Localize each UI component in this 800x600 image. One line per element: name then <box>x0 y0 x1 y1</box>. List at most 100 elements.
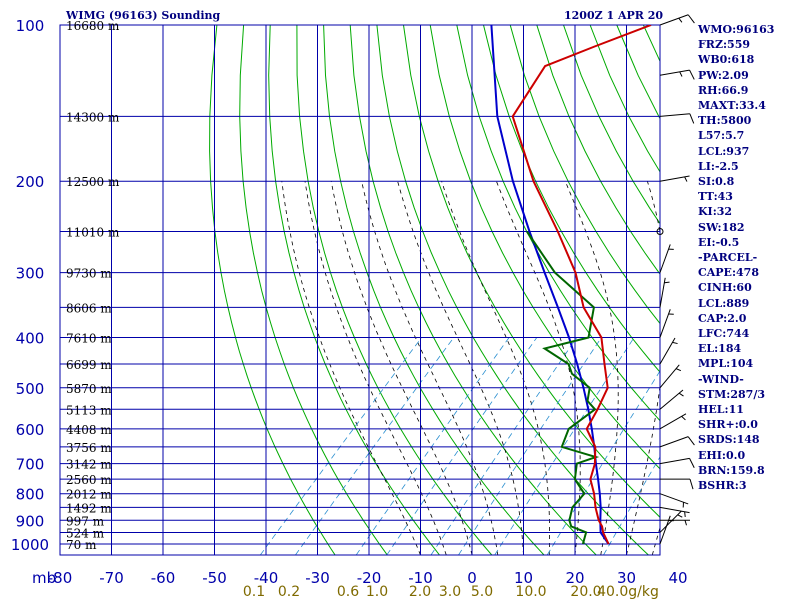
mixing-ratio-label: 0.1 <box>243 584 265 600</box>
index-item: -WIND- <box>698 372 744 386</box>
moist-adiabats <box>281 181 660 555</box>
index-item: LCL:889 <box>698 296 750 310</box>
pressure-tick-label: 100 <box>16 17 45 35</box>
wind-barb <box>659 457 695 468</box>
height-label: 7610 m <box>66 331 112 345</box>
dry-adiabat <box>509 25 660 325</box>
mixing-ratio-label: 10.0 <box>515 584 546 600</box>
dry-adiabat <box>239 25 388 555</box>
index-item: SHR+:0.0 <box>698 418 758 432</box>
parcel-trace <box>490 25 610 545</box>
barb-half-flag <box>684 511 686 517</box>
dry-adiabat <box>268 25 440 555</box>
pressure-tick-label: 500 <box>16 380 45 398</box>
index-item: BSHR:3 <box>698 479 747 493</box>
height-label: 12500 m <box>66 175 120 189</box>
mixing-ratio-label: 0.6 <box>337 584 359 600</box>
mixing-ratio-label: 2.0 <box>409 584 431 600</box>
indices-panel: WMO:96163 FRZ:559 WB0:618 PW:2.09 RH:66.9 MAX… <box>698 22 798 493</box>
station-title: WIMG (96163) Sounding <box>66 9 221 22</box>
dry-adiabat <box>429 25 660 470</box>
dry-adiabat <box>483 25 660 373</box>
mixing-ratio-lines <box>259 337 660 555</box>
wind-barb <box>659 244 674 273</box>
dry-adiabat <box>209 25 336 555</box>
height-label: 2012 m <box>66 488 112 502</box>
index-item: SW:182 <box>698 220 745 234</box>
wind-barb <box>659 389 684 410</box>
mixing-ratio-label: 1.0 <box>366 584 388 600</box>
wind-barb <box>659 309 674 338</box>
index-item: STM:287/3 <box>698 387 765 401</box>
barb-flag <box>689 479 694 490</box>
pressure-tick-label: 400 <box>16 329 45 347</box>
mixing-ratio-line <box>386 337 538 555</box>
index-item: LCL:937 <box>698 144 750 158</box>
mixing-ratio-label: 40.0g/kg <box>597 584 659 600</box>
temperature-tick-label: -20 <box>357 569 382 587</box>
temperature-tick-label: -60 <box>151 569 176 587</box>
barb-flag <box>689 69 695 80</box>
mixing-ratio-line <box>458 337 602 555</box>
barb-half-flag <box>675 368 682 372</box>
index-item: FRZ:559 <box>698 38 751 52</box>
barb-half-flag <box>677 514 683 518</box>
pressure-tick-label: 600 <box>16 421 45 439</box>
mixing-ratio-label: 20.0 <box>570 584 601 600</box>
temperature-tick-label: -80 <box>48 569 73 587</box>
moist-adiabat <box>330 181 473 555</box>
index-item: RH:66.9 <box>698 83 749 97</box>
plot-frame <box>59 24 661 556</box>
index-item: MPL:104 <box>698 357 754 371</box>
height-label: 1492 m <box>66 501 112 515</box>
wind-barb <box>659 364 682 389</box>
pressure-tick-label: 200 <box>16 173 45 191</box>
wind-barb <box>659 506 690 517</box>
dry-adiabat <box>403 25 660 518</box>
height-label: 3142 m <box>66 458 112 472</box>
index-item: SRDS:148 <box>698 433 760 447</box>
calm-marker <box>656 228 664 236</box>
wind-barb <box>659 69 695 80</box>
temperature-tick-label: 30 <box>617 569 636 587</box>
index-item: SI:0.8 <box>698 175 735 189</box>
dewpoint-trace <box>526 230 600 545</box>
wind-barb <box>659 413 687 430</box>
moist-adiabat <box>626 181 660 555</box>
height-label: 997 m <box>66 514 105 528</box>
dry-adiabats <box>209 25 660 555</box>
index-item: BRN:159.8 <box>698 463 765 477</box>
mixing-ratio-label: 3.0 <box>439 584 461 600</box>
barb-staff <box>659 436 689 448</box>
wind-barb <box>660 478 694 490</box>
moist-adiabat <box>281 181 421 555</box>
height-label: 3756 m <box>66 441 112 455</box>
pressure-tick-label: 800 <box>16 486 45 504</box>
mixing-ratio-line <box>259 337 423 555</box>
temperature-tick-label: -10 <box>408 569 433 587</box>
height-label: 5113 m <box>66 403 112 417</box>
index-item: PW:2.09 <box>698 68 749 82</box>
pressure-tick-label: 1000 <box>11 536 49 554</box>
temperature-tick-label: 40 <box>668 569 687 587</box>
dry-adiabat <box>323 25 545 555</box>
moist-adiabat <box>397 181 524 555</box>
height-label: 11010 m <box>66 226 120 240</box>
profiles <box>490 25 652 545</box>
temperature-tick-label: 0 <box>467 569 477 587</box>
moist-adiabat <box>441 181 550 555</box>
index-item: CINH:60 <box>698 281 752 295</box>
wind-barb <box>659 113 695 124</box>
mixing-ratio-label: 5.0 <box>471 584 493 600</box>
height-label: 5870 m <box>66 382 112 396</box>
index-item: WB0:618 <box>698 53 755 67</box>
height-label: 9730 m <box>66 267 112 281</box>
moist-adiabat <box>361 181 499 555</box>
mixing-ratio-line <box>546 370 660 555</box>
moist-adiabat <box>564 181 619 555</box>
temperature-tick-label: -70 <box>99 569 124 587</box>
height-label: 8606 m <box>66 301 112 315</box>
index-item: CAP:2.0 <box>698 311 747 325</box>
temperature-tick-label: 10 <box>514 569 533 587</box>
